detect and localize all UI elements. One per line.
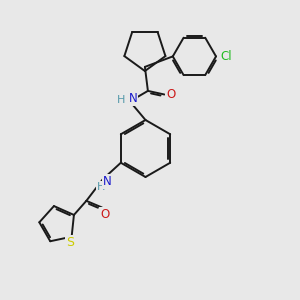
- Text: S: S: [66, 236, 74, 249]
- Text: N: N: [103, 175, 112, 188]
- Text: O: O: [167, 88, 176, 101]
- Text: Cl: Cl: [220, 50, 232, 63]
- Text: H: H: [117, 95, 125, 105]
- Text: N: N: [128, 92, 137, 105]
- Text: H: H: [97, 182, 106, 192]
- Text: O: O: [100, 208, 110, 220]
